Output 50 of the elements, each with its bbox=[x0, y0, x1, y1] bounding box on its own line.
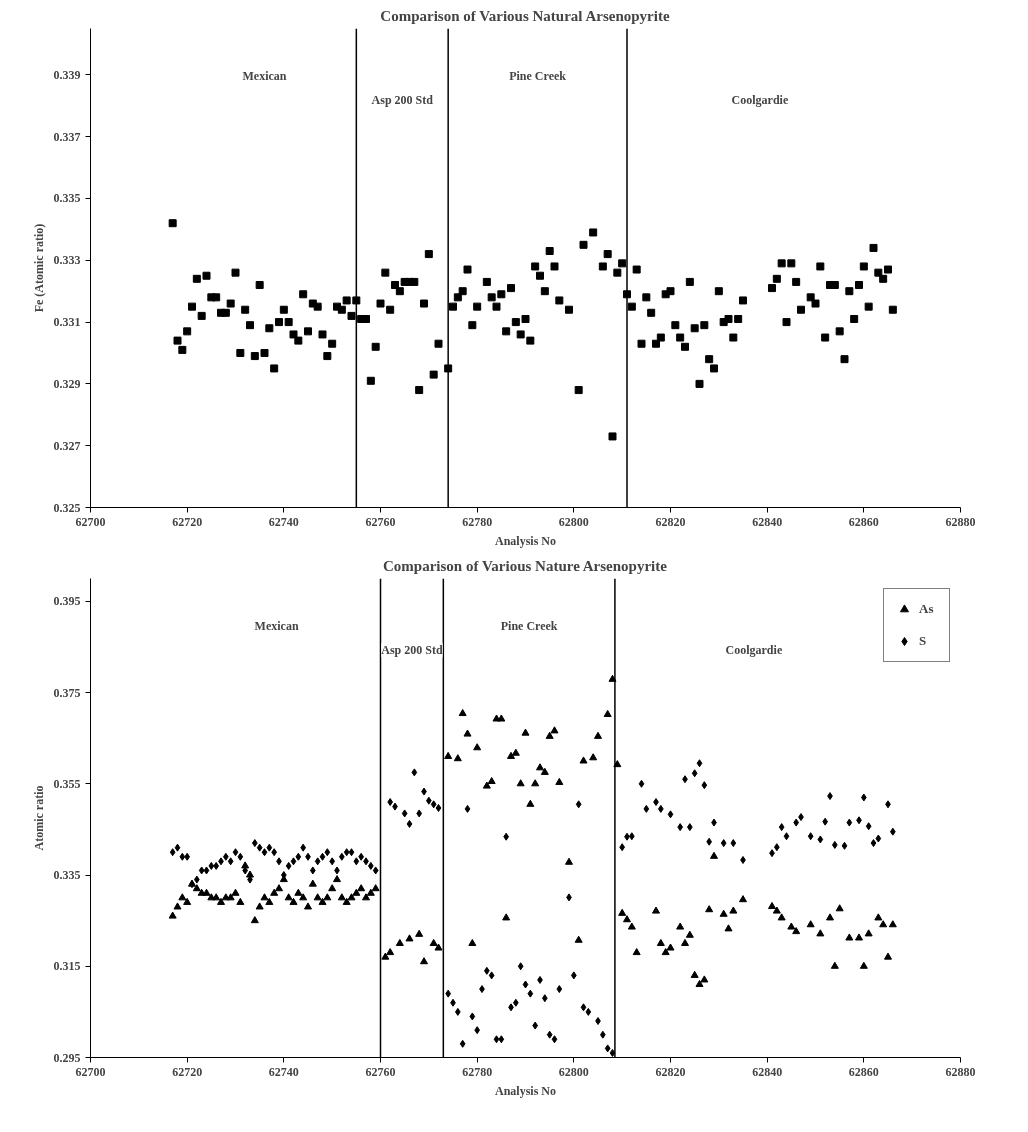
x-tick-label: 62800 bbox=[558, 514, 589, 529]
y-tick-label: 0.333 bbox=[53, 253, 81, 268]
y-tick-label: 0.395 bbox=[53, 594, 81, 609]
chart-title: Comparison of Various Nature Arsenopyrite bbox=[383, 557, 668, 574]
x-axis-title: Analysis No bbox=[494, 1083, 557, 1098]
y-tick-label: 0.331 bbox=[53, 315, 81, 330]
annotation: Mexican bbox=[242, 69, 287, 84]
y-tick-label: 0.355 bbox=[53, 776, 81, 791]
x-tick-label: 62800 bbox=[558, 1064, 589, 1079]
annotation: Asp 200 Std bbox=[371, 93, 434, 108]
y-tick-label: 0.335 bbox=[53, 868, 81, 883]
x-tick-label: 62760 bbox=[365, 1064, 396, 1079]
x-tick-label: 62820 bbox=[655, 514, 686, 529]
x-tick-label: 62820 bbox=[655, 1064, 686, 1079]
annotation: Coolgardie bbox=[731, 93, 789, 108]
x-tick-label: 62780 bbox=[462, 514, 493, 529]
y-tick-label: 0.335 bbox=[53, 191, 81, 206]
x-tick-label: 62740 bbox=[268, 514, 299, 529]
annotation: Coolgardie bbox=[725, 643, 783, 658]
x-tick-label: 62840 bbox=[752, 514, 783, 529]
x-tick-label: 62880 bbox=[945, 1064, 976, 1079]
annotation: Pine Creek bbox=[509, 69, 567, 84]
y-tick-label: 0.375 bbox=[53, 685, 81, 700]
x-axis-title: Analysis No bbox=[494, 533, 557, 548]
legend-label: S bbox=[919, 633, 928, 649]
y-axis-title: Fe (Atomic ratio) bbox=[31, 223, 46, 313]
x-tick-label: 62740 bbox=[268, 1064, 299, 1079]
y-axis-title: Atomic ratio bbox=[31, 785, 46, 851]
y-tick-label: 0.339 bbox=[53, 67, 81, 82]
x-tick-label: 62720 bbox=[172, 514, 203, 529]
x-tick-label: 62840 bbox=[752, 1064, 783, 1079]
legend-label: As bbox=[919, 601, 935, 617]
x-tick-label: 62700 bbox=[75, 514, 106, 529]
y-tick-label: 0.327 bbox=[53, 438, 81, 453]
x-tick-label: 62860 bbox=[848, 1064, 879, 1079]
x-tick-label: 62780 bbox=[462, 1064, 493, 1079]
annotation: Pine Creek bbox=[500, 619, 558, 634]
x-tick-label: 62720 bbox=[172, 1064, 203, 1079]
y-tick-label: 0.329 bbox=[53, 376, 81, 391]
chart-title: Comparison of Various Natural Arsenopyrite bbox=[380, 7, 670, 24]
x-tick-label: 62760 bbox=[365, 514, 396, 529]
x-tick-label: 62860 bbox=[848, 514, 879, 529]
annotation: Mexican bbox=[254, 619, 299, 634]
y-tick-label: 0.295 bbox=[53, 1050, 81, 1065]
y-tick-label: 0.315 bbox=[53, 959, 81, 974]
x-tick-label: 62700 bbox=[75, 1064, 106, 1079]
annotation: Asp 200 Std bbox=[381, 643, 443, 658]
y-tick-label: 0.337 bbox=[53, 129, 81, 144]
x-tick-label: 62880 bbox=[945, 514, 976, 529]
y-tick-label: 0.325 bbox=[53, 500, 81, 515]
